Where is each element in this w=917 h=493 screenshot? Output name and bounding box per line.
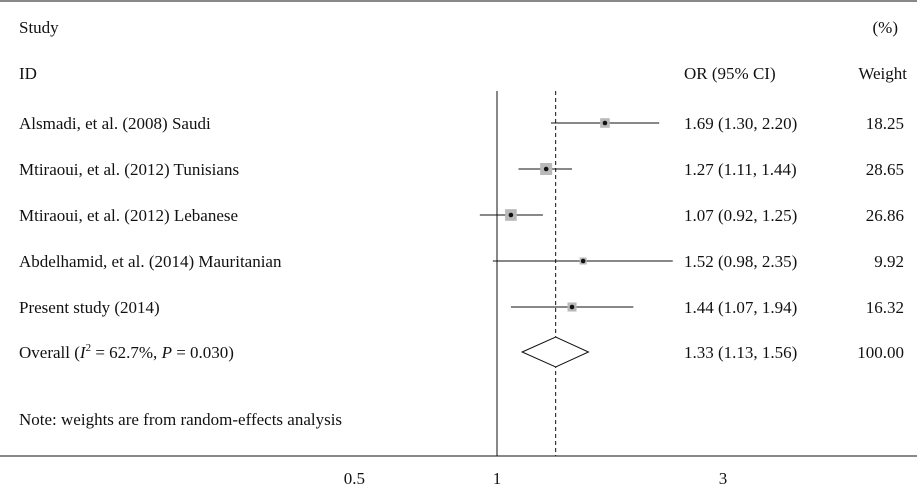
overall-p-rest: = 0.030)	[172, 343, 234, 362]
header-study: Study	[19, 18, 59, 37]
study-row: Mtiraoui, et al. (2012) Lebanese 1.07 (0.…	[19, 206, 904, 225]
ci-text: 1.07 (0.92, 1.25)	[684, 206, 797, 225]
weight-text: 26.86	[866, 206, 904, 225]
header-id: ID	[19, 64, 37, 83]
overall-ci-text: 1.33 (1.13, 1.56)	[684, 343, 797, 362]
overall-label: Overall (I2 = 62.7%, P = 0.030)	[19, 342, 234, 362]
overall-p-symbol: P	[161, 343, 172, 362]
weight-text: 9.92	[874, 252, 904, 271]
x-axis-ticks: 0.5 1 3	[344, 469, 727, 488]
overall-i-symbol: I	[79, 343, 87, 362]
study-row: Mtiraoui, et al. (2012) Tunisians 1.27 (1…	[19, 160, 904, 179]
ci-text: 1.44 (1.07, 1.94)	[684, 298, 797, 317]
study-row: Alsmadi, et al. (2008) Saudi 1.69 (1.30, …	[19, 114, 904, 133]
overall-label-rest: = 62.7%,	[91, 343, 162, 362]
point-estimate	[569, 304, 575, 310]
study-label: Alsmadi, et al. (2008) Saudi	[19, 114, 211, 133]
overall-i-exponent: 2	[86, 342, 92, 354]
weight-text: 18.25	[866, 114, 904, 133]
point-estimate	[580, 258, 586, 264]
ci-text: 1.69 (1.30, 2.20)	[684, 114, 797, 133]
study-row: Present study (2014) 1.44 (1.07, 1.94) 16.…	[19, 298, 904, 317]
study-label: Mtiraoui, et al. (2012) Lebanese	[19, 206, 238, 225]
x-tick-label: 0.5	[344, 469, 365, 488]
weight-text: 16.32	[866, 298, 904, 317]
ci-text: 1.27 (1.11, 1.44)	[684, 160, 797, 179]
point-estimate	[543, 166, 549, 172]
weight-text: 28.65	[866, 160, 904, 179]
study-rows: Alsmadi, et al. (2008) Saudi 1.69 (1.30, …	[19, 114, 904, 317]
study-label: Abdelhamid, et al. (2014) Mauritanian	[19, 252, 282, 271]
x-tick-label: 3	[719, 469, 728, 488]
study-label: Mtiraoui, et al. (2012) Tunisians	[19, 160, 239, 179]
note-text: Note: weights are from random-effects an…	[19, 410, 342, 429]
x-tick-label: 1	[493, 469, 502, 488]
overall-label-prefix: Overall (	[19, 343, 80, 362]
header-or-ci: OR (95% CI)	[684, 64, 776, 83]
point-estimate	[602, 120, 608, 126]
header-weight: Weight	[858, 64, 907, 83]
overall-diamond	[520, 336, 590, 368]
overall-weight: 100.00	[857, 343, 904, 362]
study-label: Present study (2014)	[19, 298, 160, 317]
ci-text: 1.52 (0.98, 2.35)	[684, 252, 797, 271]
study-row: Abdelhamid, et al. (2014) Mauritanian 1.5…	[19, 252, 904, 271]
header-percent: (%)	[873, 18, 898, 37]
point-estimate	[508, 212, 514, 218]
